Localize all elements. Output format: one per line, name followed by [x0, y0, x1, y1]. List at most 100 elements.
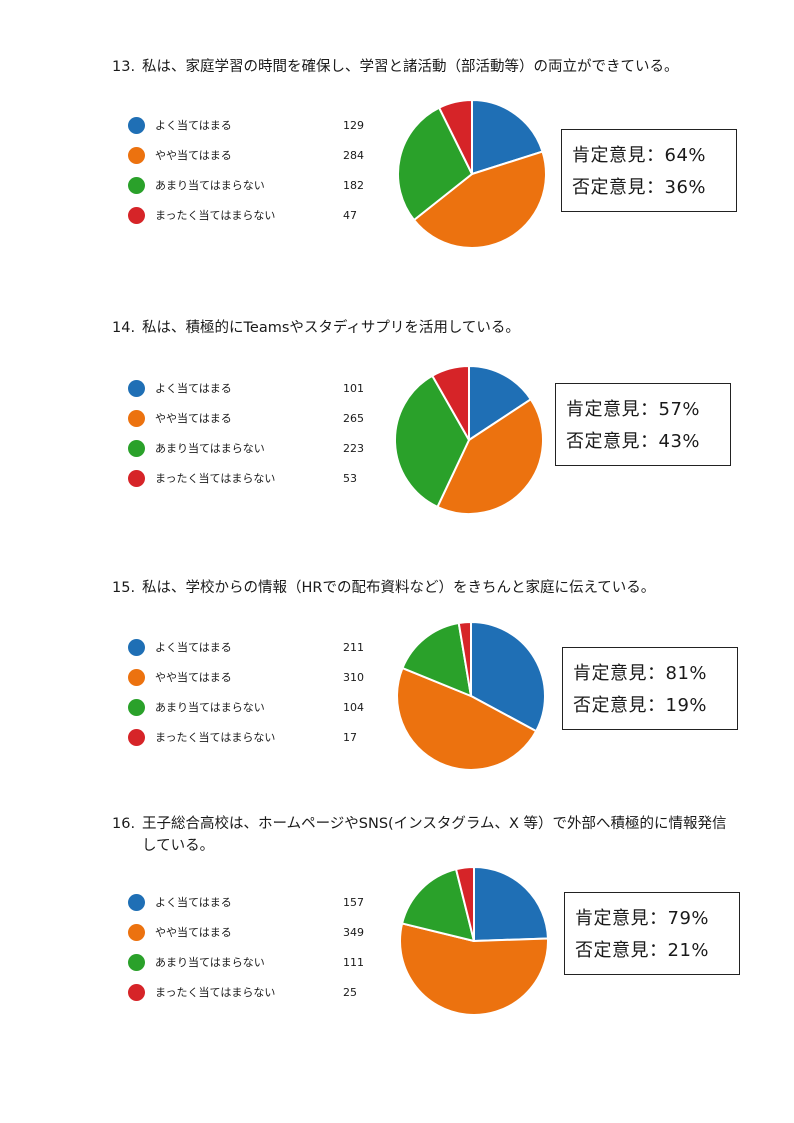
opinion-summary-box: 肯定意見：79% 否定意見：21% — [564, 892, 740, 975]
legend-color-dot — [128, 639, 145, 656]
legend-color-dot — [128, 894, 145, 911]
negative-opinion-text: 否定意見：43% — [566, 431, 701, 452]
pie-chart — [399, 866, 549, 1016]
slice-not-very-applicable — [397, 106, 473, 221]
legend-label: まったく当てはまらない — [155, 731, 276, 744]
survey-question-14: 14. 私は、積極的にTeamsやスタディサプリを活用している。 よく当てはまる 1… — [0, 0, 794, 515]
slice-very-applicable — [470, 621, 546, 733]
legend-count: 25 — [343, 986, 357, 999]
question-text: 私は、学校からの情報（HRでの配布資料など）をきちんと家庭に伝えている。 — [142, 580, 656, 596]
legend-item: まったく当てはまらない 17 — [128, 724, 378, 754]
legend-item: あまり当てはまらない 223 — [128, 435, 378, 465]
legend-label: まったく当てはまらない — [155, 472, 276, 485]
legend-color-dot — [128, 380, 145, 397]
legend-color-dot — [128, 177, 145, 194]
slice-very-applicable — [473, 866, 549, 942]
slice-somewhat-applicable — [396, 667, 538, 771]
legend-item: やや当てはまる 310 — [128, 664, 378, 694]
chart-legend: よく当てはまる 129 やや当てはまる 284 あまり当てはまらない 182 まったく… — [128, 112, 378, 232]
legend-label: やや当てはまる — [155, 671, 232, 684]
legend-item: やや当てはまる 284 — [128, 142, 378, 172]
legend-item: あまり当てはまらない 182 — [128, 172, 378, 202]
legend-item: まったく当てはまらない 25 — [128, 979, 378, 1009]
slice-very-applicable — [471, 99, 544, 175]
positive-opinion-text: 肯定意見：79% — [575, 908, 710, 929]
legend-color-dot — [128, 729, 145, 746]
survey-question-13: 13. 私は、家庭学習の時間を確保し、学習と諸活動（部活動等）の両立ができている。… — [0, 0, 794, 249]
question-text: 私は、家庭学習の時間を確保し、学習と諸活動（部活動等）の両立ができている。 — [142, 59, 679, 75]
question-number: 15. — [112, 580, 136, 596]
chart-legend: よく当てはまる 157 やや当てはまる 349 あまり当てはまらない 111 まったく… — [128, 889, 378, 1009]
legend-label: やや当てはまる — [155, 926, 232, 939]
pie-chart — [397, 99, 547, 249]
legend-label: よく当てはまる — [155, 119, 232, 132]
legend-item: よく当てはまる 211 — [128, 634, 378, 664]
legend-color-dot — [128, 117, 145, 134]
negative-opinion-text: 否定意見：21% — [575, 940, 710, 961]
legend-item: やや当てはまる 349 — [128, 919, 378, 949]
opinion-summary-box: 肯定意見：81% 否定意見：19% — [562, 647, 738, 730]
legend-count: 129 — [343, 119, 364, 132]
legend-label: やや当てはまる — [155, 149, 232, 162]
question-title: 13. 私は、家庭学習の時間を確保し、学習と諸活動（部活動等）の両立ができている。 — [112, 56, 732, 78]
legend-count: 17 — [343, 731, 357, 744]
legend-color-dot — [128, 410, 145, 427]
legend-label: よく当てはまる — [155, 641, 232, 654]
legend-color-dot — [128, 207, 145, 224]
legend-count: 47 — [343, 209, 357, 222]
legend-item: やや当てはまる 265 — [128, 405, 378, 435]
legend-item: よく当てはまる 129 — [128, 112, 378, 142]
opinion-summary-box: 肯定意見：64% 否定意見：36% — [561, 129, 737, 212]
slice-not-very-applicable — [401, 622, 472, 697]
legend-item: よく当てはまる 101 — [128, 375, 378, 405]
slice-somewhat-applicable — [399, 922, 549, 1016]
legend-color-dot — [128, 954, 145, 971]
legend-label: まったく当てはまらない — [155, 209, 276, 222]
chart-legend: よく当てはまる 101 やや当てはまる 265 あまり当てはまらない 223 まったく… — [128, 375, 378, 495]
question-text: 私は、積極的にTeamsやスタディサプリを活用している。 — [142, 320, 520, 336]
question-title: 16. 王子総合高校は、ホームページやSNS(インスタグラム、X 等）で外部へ積極… — [112, 813, 732, 857]
legend-color-dot — [128, 669, 145, 686]
legend-count: 265 — [343, 412, 364, 425]
slice-not-applicable-at-all — [455, 866, 475, 942]
legend-color-dot — [128, 699, 145, 716]
opinion-summary-box: 肯定意見：57% 否定意見：43% — [555, 383, 731, 466]
legend-color-dot — [128, 147, 145, 164]
legend-count: 111 — [343, 956, 364, 969]
slice-not-applicable-at-all — [431, 365, 470, 441]
negative-opinion-text: 否定意見：36% — [572, 177, 707, 198]
question-text-continued: している。 — [142, 838, 215, 854]
legend-label: あまり当てはまらない — [155, 956, 265, 969]
legend-count: 182 — [343, 179, 364, 192]
legend-count: 284 — [343, 149, 364, 162]
question-title: 15. 私は、学校からの情報（HRでの配布資料など）をきちんと家庭に伝えている。 — [112, 577, 732, 599]
slice-not-very-applicable — [401, 868, 475, 942]
survey-question-15: 15. 私は、学校からの情報（HRでの配布資料など）をきちんと家庭に伝えている。 … — [0, 0, 794, 771]
legend-item: まったく当てはまらない 53 — [128, 465, 378, 495]
legend-label: あまり当てはまらない — [155, 701, 265, 714]
legend-label: よく当てはまる — [155, 896, 232, 909]
legend-count: 104 — [343, 701, 364, 714]
slice-somewhat-applicable — [413, 150, 547, 249]
pie-chart — [394, 365, 544, 515]
question-number: 16. — [112, 816, 136, 832]
survey-question-16: 16. 王子総合高校は、ホームページやSNS(インスタグラム、X 等）で外部へ積極… — [0, 0, 794, 1016]
legend-item: よく当てはまる 157 — [128, 889, 378, 919]
question-text: 王子総合高校は、ホームページやSNS(インスタグラム、X 等）で外部へ積極的に情… — [142, 816, 727, 832]
legend-item: まったく当てはまらない 47 — [128, 202, 378, 232]
positive-opinion-text: 肯定意見：81% — [573, 663, 708, 684]
slice-somewhat-applicable — [436, 398, 544, 515]
legend-color-dot — [128, 440, 145, 457]
legend-item: あまり当てはまらない 111 — [128, 949, 378, 979]
pie-chart — [396, 621, 546, 771]
positive-opinion-text: 肯定意見：64% — [572, 145, 707, 166]
slice-very-applicable — [468, 365, 532, 441]
legend-count: 157 — [343, 896, 364, 909]
slice-not-applicable-at-all — [438, 99, 473, 175]
question-number: 14. — [112, 320, 136, 336]
legend-label: よく当てはまる — [155, 382, 232, 395]
legend-count: 53 — [343, 472, 357, 485]
legend-label: まったく当てはまらない — [155, 986, 276, 999]
question-number: 13. — [112, 59, 136, 75]
legend-item: あまり当てはまらない 104 — [128, 694, 378, 724]
